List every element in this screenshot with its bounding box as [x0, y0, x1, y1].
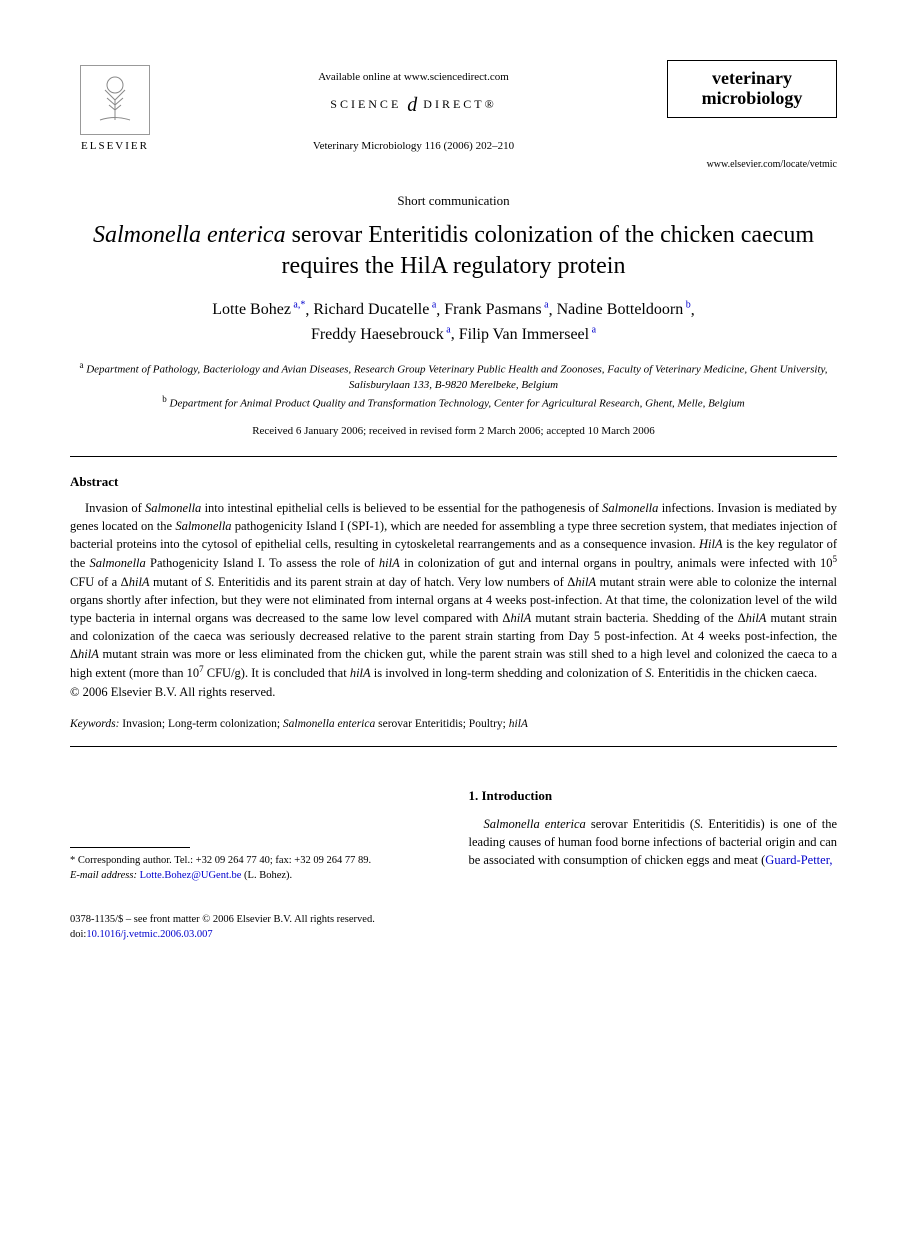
keywords-italic2: hilA — [509, 718, 528, 730]
keywords-text1: Invasion; Long-term colonization; — [122, 718, 283, 730]
email-address[interactable]: Lotte.Bohez@UGent.be — [140, 870, 242, 881]
copyright-line: © 2006 Elsevier B.V. All rights reserved… — [70, 684, 837, 702]
author: Freddy Haesebrouck a — [311, 326, 451, 343]
author-affiliation-sup: b — [683, 300, 691, 311]
journal-block: veterinary microbiology www.elsevier.com… — [667, 60, 837, 172]
header-row: ELSEVIER Available online at www.science… — [70, 60, 837, 172]
author-affiliation-sup: a — [542, 300, 549, 311]
article-type: Short communication — [70, 192, 837, 210]
author: Frank Pasmans a — [444, 301, 548, 318]
author: Nadine Botteldoorn b — [557, 301, 691, 318]
bottom-info: 0378-1135/$ – see front matter © 2006 El… — [70, 913, 837, 942]
corresponding-star: * — [300, 300, 305, 311]
citation-line: Veterinary Microbiology 116 (2006) 202–2… — [160, 139, 667, 154]
author-affiliation-sup: a — [444, 324, 451, 335]
email-line: E-mail address: Lotte.Bohez@UGent.be (L.… — [70, 869, 439, 884]
doi-line: doi:10.1016/j.vetmic.2006.03.007 — [70, 928, 837, 943]
abstract-text: Invasion of Salmonella into intestinal e… — [70, 499, 837, 683]
issn-line: 0378-1135/$ – see front matter © 2006 El… — [70, 913, 837, 928]
author-affiliation-sup: a — [429, 300, 436, 311]
intro-text: Salmonella enterica serovar Enteritidis … — [469, 815, 838, 869]
email-paren: (L. Bohez). — [244, 870, 292, 881]
elsevier-tree-icon — [80, 65, 150, 135]
two-column-layout: * Corresponding author. Tel.: +32 09 264… — [70, 787, 837, 883]
intro-heading: 1. Introduction — [469, 787, 838, 805]
sd-suffix: DIRECT® — [423, 97, 496, 111]
article-dates: Received 6 January 2006; received in rev… — [70, 424, 837, 439]
journal-name-line2: microbiology — [680, 89, 824, 109]
email-label: E-mail address: — [70, 870, 137, 881]
affiliation-b: b Department for Animal Product Quality … — [70, 393, 837, 412]
author-list: Lotte Bohez a,*, Richard Ducatelle a, Fr… — [70, 298, 837, 347]
journal-box: veterinary microbiology — [667, 60, 837, 118]
rule-bottom — [70, 746, 837, 747]
science-direct-logo: SCIENCE d DIRECT® — [160, 91, 667, 119]
article-title: Salmonella enterica serovar Enteritidis … — [70, 220, 837, 282]
doi-link[interactable]: 10.1016/j.vetmic.2006.03.007 — [86, 929, 212, 940]
publisher-name: ELSEVIER — [81, 139, 149, 154]
title-rest: serovar Enteritidis colonization of the … — [282, 222, 815, 279]
author-affiliation-sup: a — [589, 324, 596, 335]
affiliations: a Department of Pathology, Bacteriology … — [70, 359, 837, 412]
author: Filip Van Immerseel a — [459, 326, 596, 343]
keywords-text2: serovar Enteritidis; Poultry; — [375, 718, 509, 730]
keywords-label: Keywords: — [70, 718, 119, 730]
journal-name-line1: veterinary — [680, 69, 824, 89]
center-header: Available online at www.sciencedirect.co… — [160, 60, 667, 155]
abstract-heading: Abstract — [70, 473, 837, 491]
keywords: Keywords: Invasion; Long-term colonizati… — [70, 716, 837, 732]
rule-top — [70, 456, 837, 457]
doi-label: doi: — [70, 929, 86, 940]
right-column: 1. Introduction Salmonella enterica sero… — [469, 787, 838, 883]
left-column: * Corresponding author. Tel.: +32 09 264… — [70, 787, 439, 883]
sd-prefix: SCIENCE — [330, 97, 401, 111]
title-italic: Salmonella enterica — [93, 222, 286, 248]
journal-url: www.elsevier.com/locate/vetmic — [667, 158, 837, 172]
corresponding-author: * Corresponding author. Tel.: +32 09 264… — [70, 854, 439, 869]
sd-at-icon: d — [407, 94, 417, 116]
author: Lotte Bohez a,* — [212, 301, 305, 318]
author: Richard Ducatelle a — [313, 301, 436, 318]
keywords-italic1: Salmonella enterica — [283, 718, 375, 730]
publisher-logo: ELSEVIER — [70, 60, 160, 160]
footnotes: * Corresponding author. Tel.: +32 09 264… — [70, 854, 439, 883]
affiliation-a: a Department of Pathology, Bacteriology … — [70, 359, 837, 393]
available-online-text: Available online at www.sciencedirect.co… — [160, 70, 667, 85]
footnote-rule — [70, 847, 190, 848]
author-affiliation-sup: a, — [291, 300, 300, 311]
